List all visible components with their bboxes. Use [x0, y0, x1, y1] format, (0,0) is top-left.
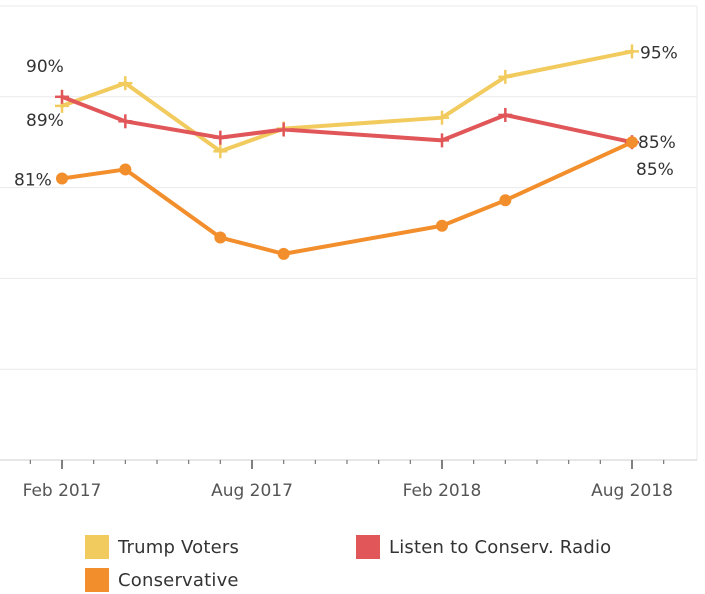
series-line-0	[60, 49, 634, 154]
data-point[interactable]	[213, 144, 228, 159]
data-point[interactable]	[435, 110, 449, 125]
data-point[interactable]	[118, 114, 133, 129]
data-point[interactable]	[498, 69, 513, 84]
data-point[interactable]	[435, 133, 449, 148]
data-point[interactable]	[213, 130, 228, 145]
data-label: 89%	[26, 111, 64, 131]
data-point[interactable]	[277, 247, 290, 260]
data-point[interactable]	[55, 89, 69, 104]
data-point[interactable]	[498, 107, 513, 122]
data-label: 85%	[636, 160, 674, 180]
data-point[interactable]	[119, 163, 132, 176]
data-point[interactable]	[436, 219, 448, 232]
x-tick-label: Feb 2018	[403, 481, 482, 501]
x-tick-label: Aug 2017	[211, 481, 293, 501]
series-lines	[60, 49, 634, 256]
data-label: 90%	[26, 57, 64, 77]
data-label: 81%	[14, 171, 52, 191]
data-point[interactable]	[214, 231, 227, 244]
data-point[interactable]	[276, 122, 291, 137]
x-tick-label: Feb 2017	[23, 481, 102, 501]
x-tick-label: Aug 2018	[591, 481, 673, 501]
data-point[interactable]	[56, 172, 68, 185]
series-line-2	[60, 140, 634, 256]
data-point[interactable]	[499, 194, 512, 207]
data-point[interactable]	[626, 136, 638, 149]
data-label: 95%	[640, 43, 678, 63]
gridlines	[0, 5, 698, 460]
x-axis: Feb 2017 Aug 2017 Feb 2018 Aug 2018	[0, 459, 697, 501]
data-label: 85%	[638, 133, 676, 153]
series-markers	[55, 44, 639, 260]
data-point[interactable]	[625, 44, 639, 59]
series-line-1	[60, 94, 634, 145]
data-labels: 89% 95% 90% 85% 81% 85%	[14, 43, 678, 190]
data-point[interactable]	[118, 76, 133, 91]
